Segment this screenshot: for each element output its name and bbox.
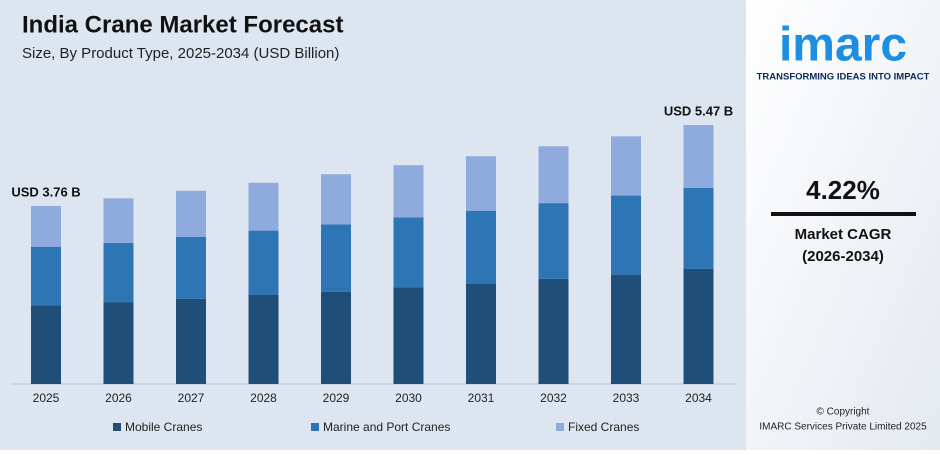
- x-tick-label: 2029: [323, 391, 350, 405]
- bar-segment: [393, 287, 424, 384]
- cagr-period: (2026-2034): [802, 248, 884, 265]
- bar-segment: [538, 146, 569, 204]
- bar-segment: [321, 291, 351, 384]
- legend-label: Marine and Port Cranes: [323, 420, 450, 434]
- bar-segment: [393, 217, 424, 288]
- bar-segment: [31, 246, 61, 306]
- x-tick-label: 2030: [395, 391, 422, 405]
- copyright: © Copyright: [817, 407, 870, 418]
- x-tick-label: 2031: [468, 391, 495, 405]
- x-tick-label: 2028: [250, 391, 277, 405]
- bar-segment: [538, 278, 569, 384]
- bar-segment: [103, 198, 134, 243]
- legend-label: Mobile Cranes: [125, 420, 202, 434]
- bar-segment: [466, 210, 496, 284]
- legend-swatch: [311, 423, 319, 431]
- bar-segment: [611, 136, 641, 196]
- legend-swatch: [113, 423, 121, 431]
- bar-segment: [321, 174, 351, 225]
- total-label: USD 3.76 B: [11, 184, 80, 199]
- bar-segment: [176, 298, 206, 384]
- bar-segment: [393, 165, 424, 218]
- bar-segment: [683, 187, 714, 269]
- chart-subtitle: Size, By Product Type, 2025-2034 (USD Bi…: [22, 45, 339, 62]
- bar-segment: [248, 182, 279, 231]
- logo: imarc: [779, 19, 907, 72]
- bar-segment: [248, 294, 279, 384]
- bar-segment: [176, 190, 206, 237]
- cagr-label: Market CAGR: [795, 226, 892, 243]
- bar-segment: [103, 242, 134, 303]
- bar-segment: [248, 230, 279, 295]
- legend-label: Fixed Cranes: [568, 420, 639, 434]
- bar-segment: [176, 236, 206, 299]
- bar-segment: [611, 195, 641, 275]
- bar-segment: [683, 268, 714, 384]
- company: IMARC Services Private Limited 2025: [759, 422, 927, 433]
- x-tick-label: 2027: [178, 391, 205, 405]
- sidebar-background: [746, 0, 940, 450]
- x-tick-label: 2025: [33, 391, 60, 405]
- x-tick-label: 2033: [613, 391, 640, 405]
- x-tick-label: 2034: [685, 391, 712, 405]
- bar-segment: [538, 203, 569, 279]
- bar-segment: [466, 283, 496, 384]
- legend-swatch: [556, 423, 564, 431]
- x-tick-label: 2026: [105, 391, 132, 405]
- bar-segment: [31, 305, 61, 384]
- bar-segment: [321, 224, 351, 292]
- bar-segment: [683, 125, 714, 188]
- chart-title: India Crane Market Forecast: [22, 11, 343, 38]
- bar-segment: [103, 302, 134, 384]
- x-tick-label: 2032: [540, 391, 567, 405]
- divider: [771, 212, 916, 216]
- bar-segment: [611, 274, 641, 384]
- cagr-value: 4.22%: [806, 175, 880, 205]
- bar-segment: [466, 156, 496, 211]
- total-label: USD 5.47 B: [664, 103, 733, 118]
- bar-segment: [31, 205, 61, 247]
- tagline: TRANSFORMING IDEAS INTO IMPACT: [757, 72, 930, 83]
